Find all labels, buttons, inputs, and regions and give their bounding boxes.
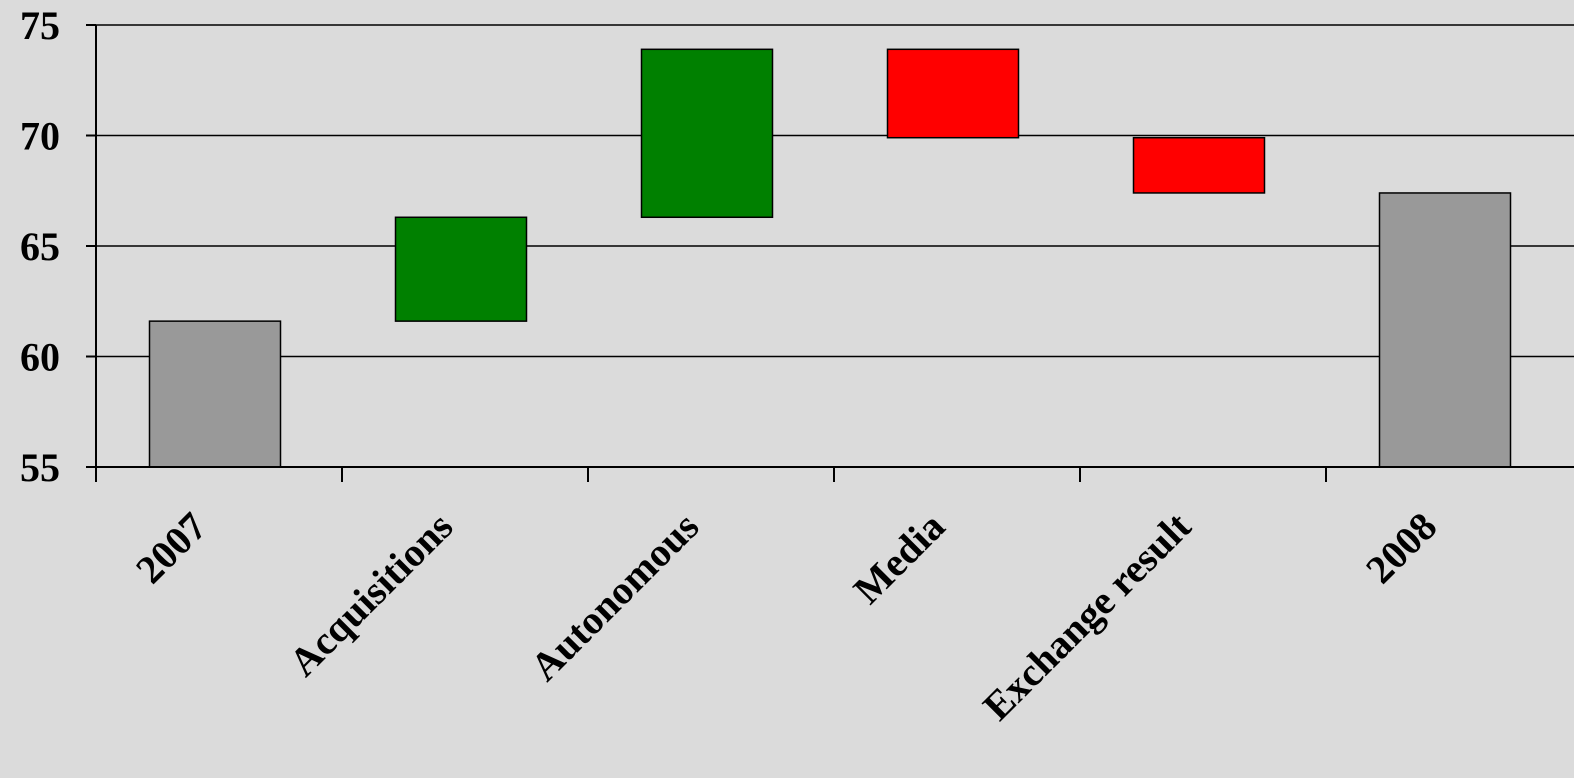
y-tick-label: 65 <box>20 224 60 269</box>
axes <box>86 24 1574 482</box>
y-tick-label: 75 <box>20 3 60 48</box>
y-tick-label: 55 <box>20 445 60 490</box>
y-tick-label: 70 <box>20 114 60 159</box>
bar-media <box>886 48 1020 139</box>
bar-2007 <box>148 320 282 468</box>
y-tick-label: 60 <box>20 335 60 380</box>
gridlines <box>96 24 1574 358</box>
bars <box>148 48 1512 468</box>
bar-exchange-result <box>1132 136 1266 194</box>
bar-acquisitions <box>394 216 528 322</box>
bar-2008 <box>1378 192 1512 468</box>
bar-autonomous <box>640 48 774 219</box>
